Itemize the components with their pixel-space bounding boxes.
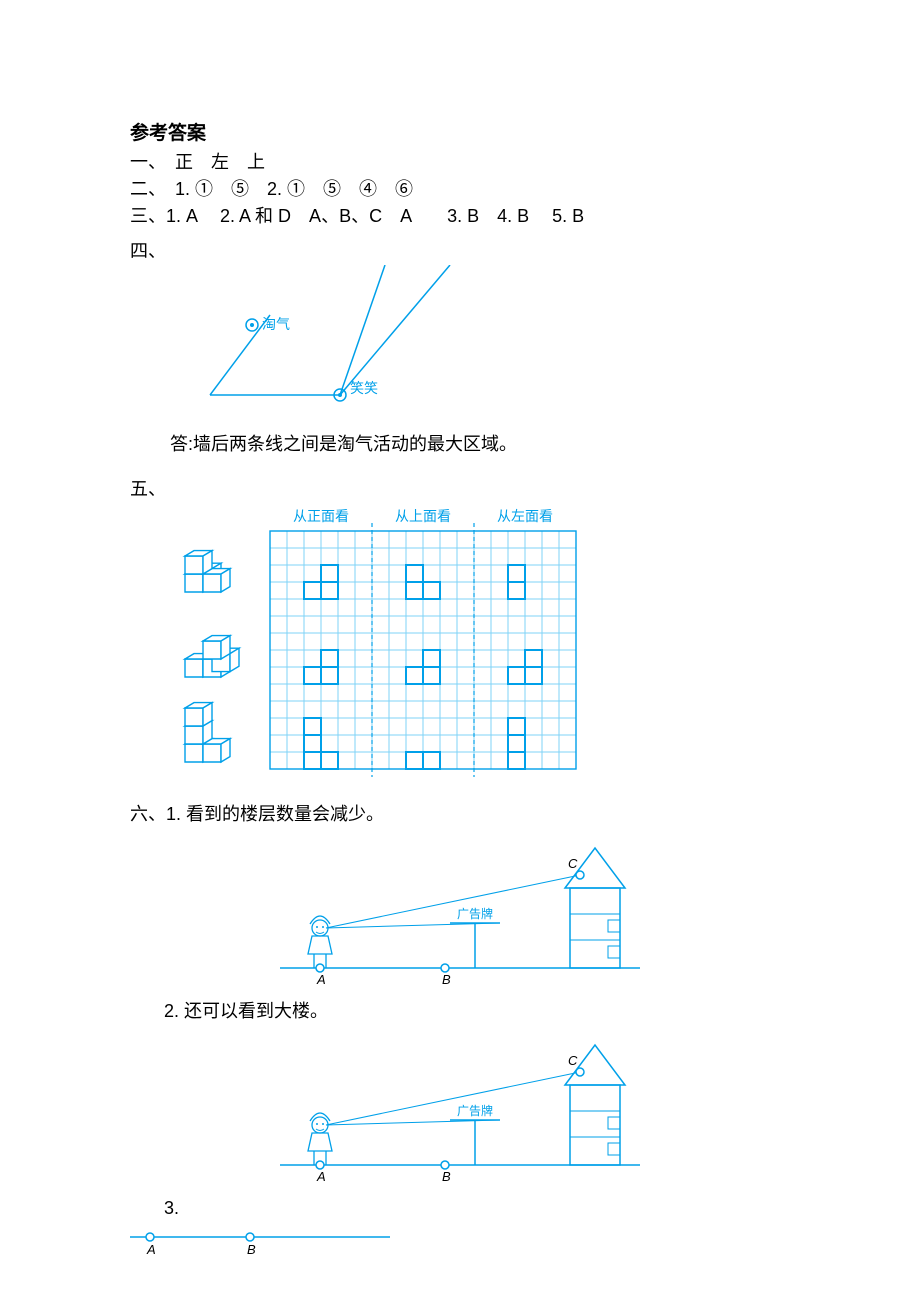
title: 参考答案 bbox=[130, 120, 790, 149]
figure-6-3-svg: A B bbox=[130, 1222, 430, 1262]
pt-B: B bbox=[247, 1242, 256, 1257]
figure-6-2-svg: 广告牌 A B C bbox=[250, 1025, 670, 1195]
answer-line-3: 三、1. A 2. A 和 D A、B、C A 3. B 4. B 5. B bbox=[130, 203, 790, 230]
figure-6-1-svg: 广告牌 A B C bbox=[250, 828, 670, 998]
taoqi-marker: 淘气 bbox=[246, 316, 290, 332]
section-6-line-1: 六、1. 看到的楼层数量会减少。 bbox=[130, 801, 790, 828]
svg-text:广告牌: 广告牌 bbox=[457, 907, 493, 921]
figure-6-3: A B bbox=[130, 1222, 790, 1262]
section-6-line-3: 3. bbox=[164, 1195, 790, 1222]
figure-4-caption: 答:墙后两条线之间是淘气活动的最大区域。 bbox=[170, 431, 790, 458]
svg-text:B: B bbox=[442, 1169, 451, 1184]
figure-4: 淘气 笑笑 答:墙后两条线之间是淘气活动的最大区域。 bbox=[170, 265, 790, 458]
figure-5-svg: 从正面看 从上面看 从左面看 bbox=[170, 503, 590, 793]
xiaoxiao-label: 笑笑 bbox=[350, 380, 378, 396]
svg-text:B: B bbox=[442, 972, 451, 987]
svg-text:广告牌: 广告牌 bbox=[457, 1104, 493, 1118]
figure-4-svg: 淘气 笑笑 bbox=[170, 265, 470, 425]
svg-text:A: A bbox=[316, 1169, 326, 1184]
section-6-line-2: 2. 还可以看到大楼。 bbox=[164, 998, 790, 1025]
svg-text:C: C bbox=[568, 856, 578, 871]
svg-text:从左面看: 从左面看 bbox=[497, 508, 553, 524]
xiaoxiao-marker: 笑笑 bbox=[334, 380, 378, 401]
section-4-label: 四、 bbox=[130, 238, 790, 265]
section-5-label: 五、 bbox=[130, 476, 790, 503]
figure-6-1: 广告牌 A B C bbox=[250, 828, 670, 998]
figure-6-2: 广告牌 A B C bbox=[250, 1025, 670, 1195]
taoqi-label: 淘气 bbox=[262, 316, 290, 332]
pt-A: A bbox=[146, 1242, 156, 1257]
svg-text:C: C bbox=[568, 1053, 578, 1068]
svg-text:A: A bbox=[316, 972, 326, 987]
svg-text:从上面看: 从上面看 bbox=[395, 508, 451, 524]
svg-text:从正面看: 从正面看 bbox=[293, 508, 349, 524]
page-root: 参考答案 一、 正 左 上 二、 1. ① ⑤ 2. ① ⑤ ④ ⑥ 三、1. … bbox=[0, 0, 920, 1302]
answer-line-2: 二、 1. ① ⑤ 2. ① ⑤ ④ ⑥ bbox=[130, 176, 790, 203]
answer-line-1: 一、 正 左 上 bbox=[130, 149, 790, 176]
figure-5: 从正面看 从上面看 从左面看 bbox=[170, 503, 790, 793]
